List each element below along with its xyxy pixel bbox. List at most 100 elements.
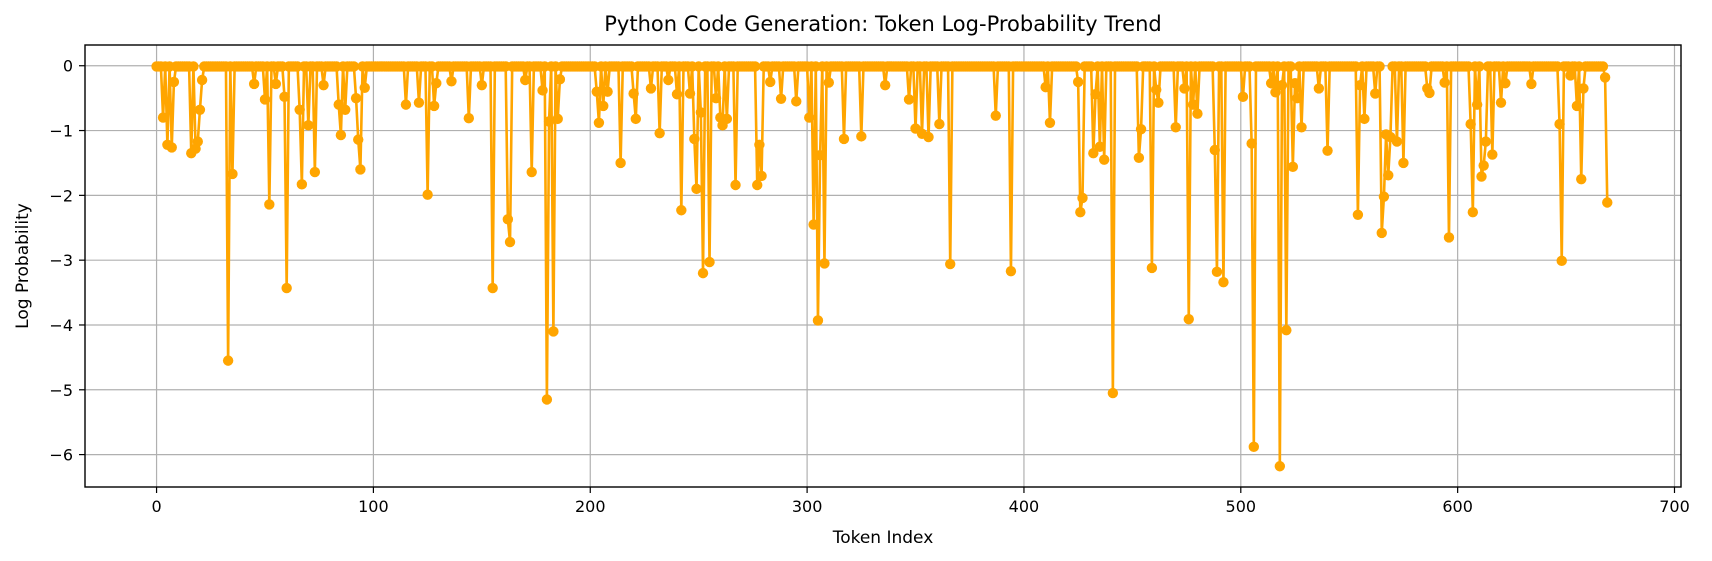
data-point (1088, 148, 1099, 159)
data-point (1376, 227, 1387, 239)
data-point (615, 157, 626, 169)
data-point (303, 120, 314, 131)
data-point (1487, 149, 1498, 160)
data-point (168, 76, 180, 88)
x-tick-label: 400 (1009, 497, 1040, 516)
data-point (1383, 170, 1394, 181)
data-point (1285, 61, 1296, 72)
data-point (1474, 61, 1485, 72)
data-point (413, 97, 425, 108)
data-point (628, 88, 639, 99)
data-point (704, 256, 715, 268)
data-point (819, 258, 830, 269)
data-point (676, 205, 687, 216)
data-point (903, 94, 915, 105)
data-point (552, 113, 563, 125)
data-point (294, 104, 305, 116)
data-point (1287, 161, 1299, 173)
data-point (1391, 136, 1403, 147)
data-point (775, 93, 787, 104)
data-point (1281, 324, 1292, 336)
data-point (222, 355, 234, 366)
data-point (1107, 387, 1119, 399)
data-point (340, 104, 351, 116)
data-point (422, 189, 433, 200)
x-tick-label: 200 (575, 497, 606, 516)
x-tick-label: 300 (792, 497, 823, 516)
data-point (934, 118, 945, 130)
data-point (1289, 78, 1301, 89)
data-point (838, 133, 850, 145)
data-point (188, 61, 199, 72)
y-tick-label: −4 (49, 316, 73, 335)
y-tick-label: −3 (49, 251, 73, 270)
data-point (754, 139, 765, 151)
data-point (1296, 122, 1307, 133)
data-point (428, 100, 440, 112)
data-point (695, 107, 707, 118)
y-axis-label: Log Probability (13, 203, 33, 329)
data-point (355, 164, 366, 175)
data-point (691, 183, 702, 195)
data-point (1005, 265, 1017, 277)
data-point (1265, 78, 1277, 89)
data-point (752, 179, 763, 191)
data-point (1439, 77, 1450, 88)
data-point (756, 170, 767, 182)
x-tick-label: 700 (1659, 497, 1690, 516)
x-tick-label: 500 (1226, 497, 1257, 516)
y-tick-label: −5 (49, 381, 73, 400)
data-point (1565, 70, 1576, 81)
data-point (1135, 124, 1147, 135)
y-tick-label: 0 (63, 57, 73, 76)
data-point (309, 166, 321, 178)
data-point (1094, 141, 1106, 152)
data-point (945, 258, 956, 270)
data-point (554, 74, 566, 85)
data-point (400, 99, 412, 110)
x-tick-label: 100 (358, 497, 389, 516)
x-tick-label: 600 (1442, 497, 1473, 516)
x-axis-label: Token Index (832, 528, 934, 548)
data-point (543, 116, 555, 127)
data-point (1554, 118, 1565, 130)
data-point (520, 74, 531, 86)
data-point (1237, 91, 1249, 103)
data-point (1370, 88, 1381, 99)
data-point (598, 100, 609, 112)
data-point (248, 78, 260, 90)
data-point (1322, 145, 1333, 156)
data-point (1187, 99, 1199, 110)
data-point (879, 79, 891, 91)
data-point (1602, 197, 1613, 208)
data-point (1313, 83, 1325, 94)
data-point (765, 76, 776, 88)
data-point (1571, 100, 1583, 112)
y-axis-ticks: 0 −1 −2 −3 −4 −5 −6 (49, 57, 85, 465)
data-point (192, 136, 203, 147)
data-point (1476, 171, 1487, 182)
data-point (671, 89, 683, 100)
x-tick-label: 0 (151, 497, 161, 516)
grid-lines (85, 45, 1681, 487)
data-point (1465, 118, 1476, 130)
data-point (1578, 83, 1589, 94)
data-point (1209, 144, 1220, 156)
data-point (923, 131, 934, 143)
data-point (1179, 83, 1190, 94)
data-point (808, 219, 819, 230)
data-point (684, 88, 696, 99)
data-point (1090, 89, 1101, 100)
data-point (194, 104, 206, 116)
data-point (350, 92, 362, 104)
data-point (1500, 78, 1511, 89)
data-point (1246, 138, 1257, 149)
data-point (296, 179, 308, 190)
data-point (812, 315, 824, 326)
series-markers (151, 61, 1613, 472)
data-point (1072, 76, 1084, 88)
data-point (663, 74, 674, 86)
data-point (318, 79, 329, 91)
series-line-group (155, 65, 1609, 468)
data-point (541, 394, 553, 405)
